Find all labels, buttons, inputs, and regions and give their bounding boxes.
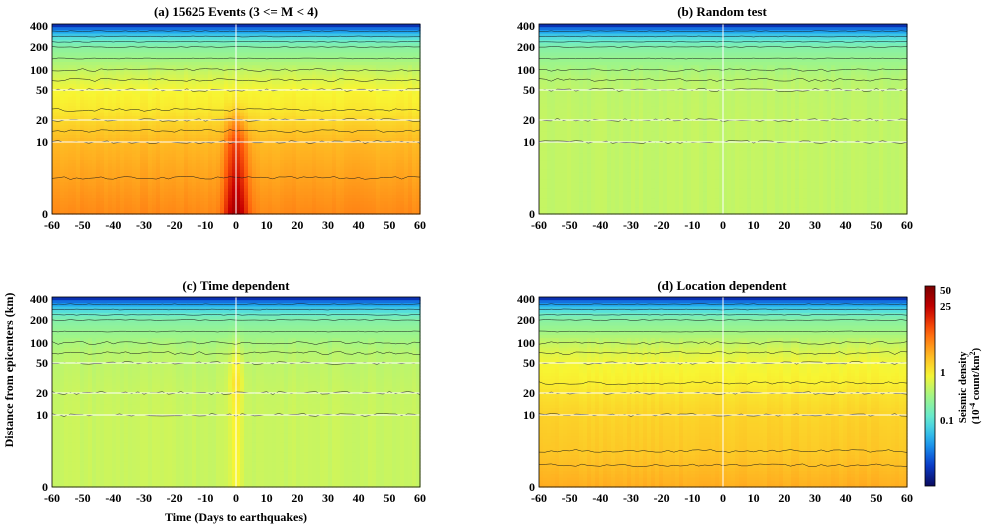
panel-a: -60 -50 -40 -30 -20 -10 0 10 20 30 40 50 60010205010… (30, 4, 426, 232)
